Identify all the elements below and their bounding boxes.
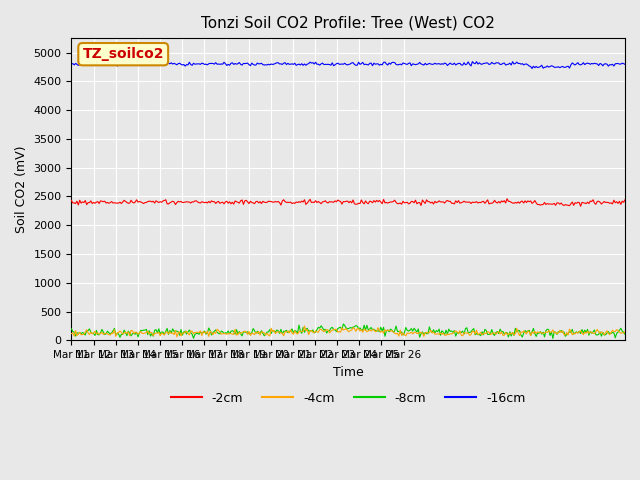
Legend: -2cm, -4cm, -8cm, -16cm: -2cm, -4cm, -8cm, -16cm bbox=[166, 387, 531, 410]
Y-axis label: Soil CO2 (mV): Soil CO2 (mV) bbox=[15, 145, 28, 233]
Title: Tonzi Soil CO2 Profile: Tree (West) CO2: Tonzi Soil CO2 Profile: Tree (West) CO2 bbox=[201, 15, 495, 30]
Text: TZ_soilco2: TZ_soilco2 bbox=[83, 47, 164, 61]
X-axis label: Time: Time bbox=[333, 366, 364, 379]
